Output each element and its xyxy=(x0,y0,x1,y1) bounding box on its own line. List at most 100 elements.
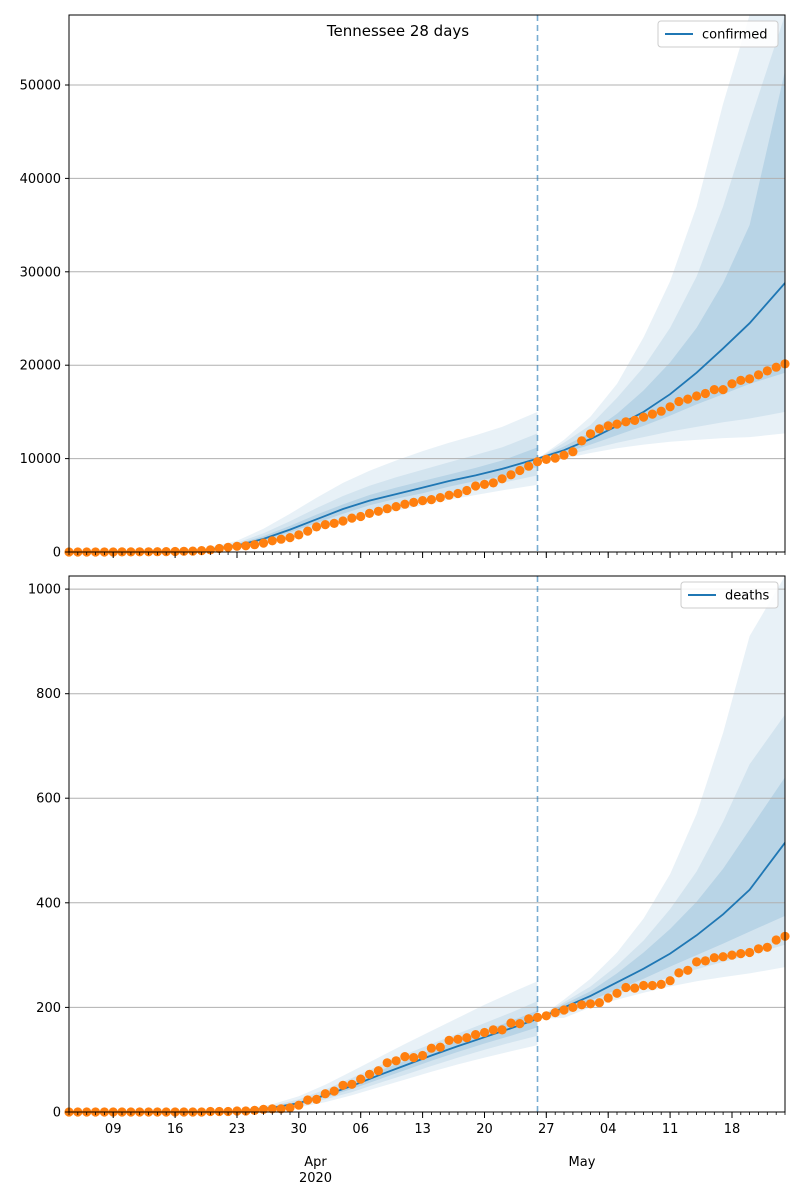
confirmed-observed-dot xyxy=(400,499,410,509)
deaths-observed-dot xyxy=(656,979,666,990)
confirmed-observed-dot xyxy=(311,522,322,532)
deaths-x-tick-label: 30 xyxy=(291,1122,308,1137)
confirmed-observed-dot xyxy=(621,417,631,427)
confirmed-observed-dot xyxy=(285,533,295,543)
confirmed-observed-dot xyxy=(214,543,224,554)
confirmed-observed-dot xyxy=(700,388,711,399)
confirmed-observed-dot xyxy=(692,391,702,401)
deaths-observed-dot xyxy=(391,1056,401,1066)
deaths-observed-dot xyxy=(594,998,605,1008)
confirmed-y-tick-label: 40000 xyxy=(20,172,61,187)
confirmed-observed-dot xyxy=(364,508,375,518)
deaths-observed-dot xyxy=(771,935,781,945)
deaths-legend-box xyxy=(680,581,779,609)
confirmed-band-inner-forecast xyxy=(537,71,785,459)
confirmed-observed-dot xyxy=(515,465,525,476)
confirmed-observed-dot xyxy=(541,454,551,464)
confirmed-observed-dot xyxy=(727,379,737,389)
deaths-observed-dot xyxy=(250,1105,260,1115)
confirmed-observed-dot xyxy=(453,488,463,499)
deaths-observed-dot xyxy=(232,1106,242,1116)
deaths-observed-dots xyxy=(64,931,790,1117)
deaths-observed-dot xyxy=(585,999,596,1009)
confirmed-observed-dot xyxy=(550,453,560,463)
confirmed-observed-dot xyxy=(585,429,596,439)
confirmed-frame-rect xyxy=(68,14,786,553)
confirmed-y-tick-label: 30000 xyxy=(20,265,61,280)
confirmed-y-tick-label: 10000 xyxy=(20,452,61,467)
confirmed-observed-dot xyxy=(683,394,693,404)
deaths-observed-dot xyxy=(320,1089,330,1099)
confirmed-observed-dot xyxy=(647,409,658,419)
deaths-band-inner-forecast xyxy=(537,777,785,1019)
deaths-observed-dot xyxy=(665,976,675,986)
deaths-observed-dot xyxy=(568,1002,578,1013)
confirmed-observed-dot xyxy=(497,474,507,484)
confirmed-observed-dot xyxy=(426,495,436,505)
deaths-observed-dot xyxy=(479,1027,490,1038)
confirmed-y-tick-label: 20000 xyxy=(20,359,61,374)
confirmed-observed-dot xyxy=(250,540,260,550)
confirmed-observed-dot xyxy=(753,370,764,380)
confirmed-observed-dot xyxy=(223,542,233,552)
deaths-observed-dot xyxy=(709,953,719,963)
deaths-observed-dot xyxy=(276,1104,286,1114)
deaths-x-axis: 09 16 23 30 06 13 20 27 04 11 18 xyxy=(68,1112,786,1137)
deaths-observed-dot xyxy=(639,980,649,991)
confirmed-model-median-line xyxy=(210,282,785,551)
confirmed-band-inner-history xyxy=(210,447,538,550)
confirmed-observed-dot xyxy=(294,530,304,540)
confirmed-observed-dot xyxy=(338,516,348,526)
deaths-observed-dot xyxy=(630,983,640,993)
deaths-observed-dot xyxy=(338,1080,348,1090)
confirmed-observed-dots xyxy=(64,359,790,557)
confirmed-observed-dot xyxy=(347,513,357,523)
confirmed-observed-dot xyxy=(762,366,772,376)
confirmed-observed-dot xyxy=(471,481,481,491)
deaths-observed-dot xyxy=(674,968,684,978)
confirmed-observed-dot xyxy=(736,375,746,385)
confirmed-y-tick-label: 50000 xyxy=(20,79,61,94)
confirmed-observed-dot xyxy=(267,536,277,546)
confirmed-gridlines xyxy=(69,84,785,460)
confirmed-observed-dot xyxy=(639,412,649,422)
deaths-observed-dot xyxy=(497,1025,507,1035)
deaths-observed-dot xyxy=(762,942,772,952)
confirmed-legend-label: confirmed xyxy=(702,28,768,43)
deaths-x-tick-label: 09 xyxy=(105,1122,122,1137)
confirmed-model-line xyxy=(210,282,785,551)
deaths-observed-dot xyxy=(753,944,764,954)
confirmed-observed-dot xyxy=(568,447,578,457)
confirmed-observed-dot xyxy=(444,490,454,500)
month-label-may: May xyxy=(569,1155,596,1170)
confirmed-observed-dot xyxy=(524,461,534,471)
deaths-observed-dot xyxy=(311,1094,322,1104)
deaths-x-tick-label: 11 xyxy=(662,1122,679,1137)
confirmed-legend-box xyxy=(657,20,779,48)
deaths-observed-dot xyxy=(506,1018,516,1028)
deaths-observed-dot xyxy=(329,1086,339,1096)
confirmed-observed-dot xyxy=(665,402,675,412)
confirmed-observed-dot xyxy=(656,406,666,416)
confirmed-observed-dot xyxy=(630,415,640,425)
confirmed-observed-dot xyxy=(382,504,392,514)
deaths-y-tick-label: 200 xyxy=(36,1001,61,1016)
deaths-band-outer-history xyxy=(245,981,538,1112)
deaths-uncertainty-bands xyxy=(245,576,785,1112)
confirmed-observed-dot xyxy=(303,526,313,536)
confirmed-observed-dot xyxy=(771,362,781,372)
deaths-observed-dot xyxy=(303,1095,313,1105)
confirmed-observed-dot xyxy=(197,546,207,556)
deaths-gridlines xyxy=(69,588,785,1008)
deaths-band-middle-forecast xyxy=(537,714,785,1019)
confirmed-observed-dot xyxy=(409,497,419,507)
deaths-y-tick-label: 600 xyxy=(36,792,61,807)
confirmed-observed-dot xyxy=(532,457,543,467)
deaths-observed-dot xyxy=(241,1106,251,1116)
confirmed-observed-dot xyxy=(709,385,719,395)
deaths-y-tick-label: 0 xyxy=(53,1106,61,1121)
confirmed-observed-dot xyxy=(479,479,490,489)
deaths-observed-dot xyxy=(285,1103,295,1113)
month-label-apr: Apr xyxy=(304,1155,327,1170)
